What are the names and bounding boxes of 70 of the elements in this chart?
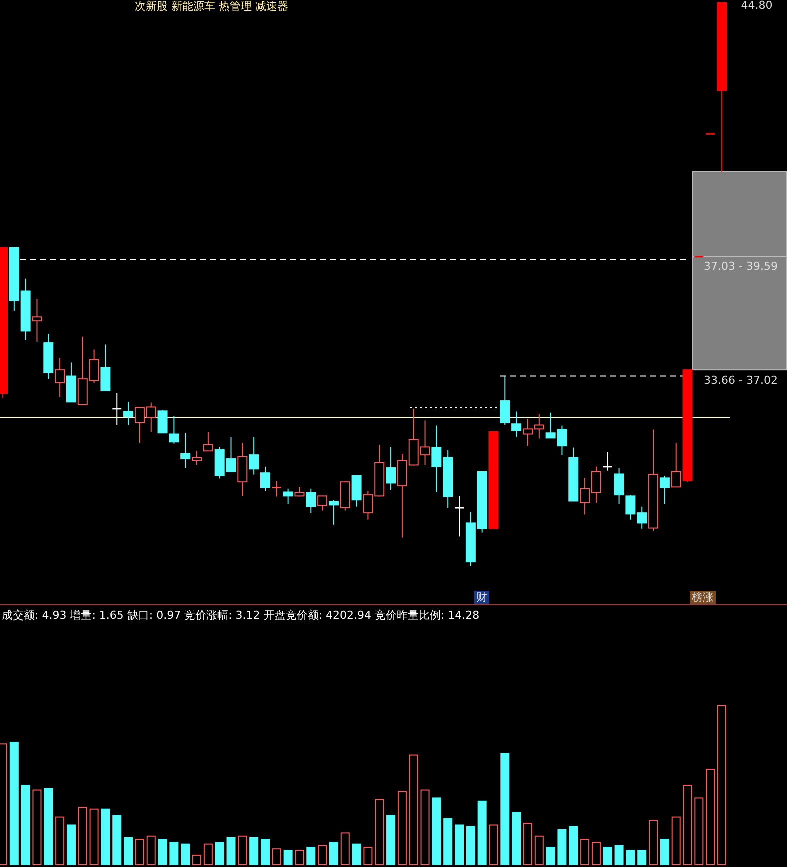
bar — [694, 798, 704, 866]
bar — [272, 848, 282, 866]
bar — [455, 824, 464, 866]
bar — [718, 706, 726, 866]
bar — [364, 847, 373, 866]
bar — [44, 788, 54, 866]
bar — [592, 842, 601, 866]
bar — [204, 844, 213, 866]
bar — [444, 818, 453, 866]
bar — [226, 837, 236, 866]
bar — [250, 837, 259, 866]
bar — [534, 836, 544, 866]
bar — [135, 839, 144, 866]
bar — [21, 785, 30, 866]
bar — [706, 769, 716, 866]
bar — [580, 839, 590, 866]
bar — [512, 812, 522, 866]
bar — [638, 850, 647, 866]
bar — [32, 790, 42, 866]
text: 榜涨 — [692, 591, 714, 604]
bar — [523, 823, 532, 866]
bar — [672, 816, 681, 866]
bar — [78, 807, 88, 866]
bar — [170, 842, 179, 866]
text: 44.80 — [741, 0, 773, 12]
chart-title: 成交额: 4.93 增量: 1.65 缺口: 0.97 竞价涨幅: 3.12 开盘竞价额: 4202.94 竞价昨量比例: 14.28 — [2, 609, 480, 622]
bar — [432, 798, 442, 866]
bar — [238, 836, 248, 866]
bar — [124, 837, 134, 866]
bar — [192, 854, 202, 866]
bar — [500, 753, 510, 866]
bar — [649, 820, 658, 866]
bar — [66, 824, 76, 866]
bar — [90, 808, 99, 866]
bar — [284, 850, 293, 866]
bar — [158, 839, 168, 866]
bar — [466, 826, 476, 866]
bar — [603, 847, 612, 866]
bar — [352, 844, 362, 866]
bar — [329, 842, 338, 866]
bar — [10, 742, 19, 866]
bar — [386, 815, 396, 866]
bar — [569, 826, 578, 866]
annotation: 37.03 - 39.59 — [704, 260, 778, 273]
bar — [318, 845, 328, 866]
text: 财 — [476, 591, 488, 604]
bar — [146, 836, 156, 866]
annotation: 33.66 - 37.02 — [704, 374, 778, 387]
bar — [295, 850, 304, 866]
bar — [215, 842, 224, 866]
chart-title: 次新股 新能源车 热管理 减速器 — [135, 0, 288, 13]
bar — [340, 832, 350, 866]
bar — [398, 791, 407, 866]
bar — [489, 824, 498, 866]
bar — [546, 847, 556, 866]
bar — [614, 845, 624, 866]
bar — [306, 847, 316, 866]
bar — [558, 830, 567, 866]
bar — [181, 844, 190, 866]
bar — [478, 800, 487, 866]
bar — [420, 790, 430, 866]
bar — [683, 785, 692, 866]
bar — [375, 799, 384, 866]
bar — [409, 754, 418, 866]
bar — [660, 839, 670, 866]
bar — [112, 815, 122, 866]
bar — [56, 816, 65, 866]
bar — [101, 808, 110, 866]
bar — [260, 839, 270, 866]
bar — [626, 850, 636, 866]
